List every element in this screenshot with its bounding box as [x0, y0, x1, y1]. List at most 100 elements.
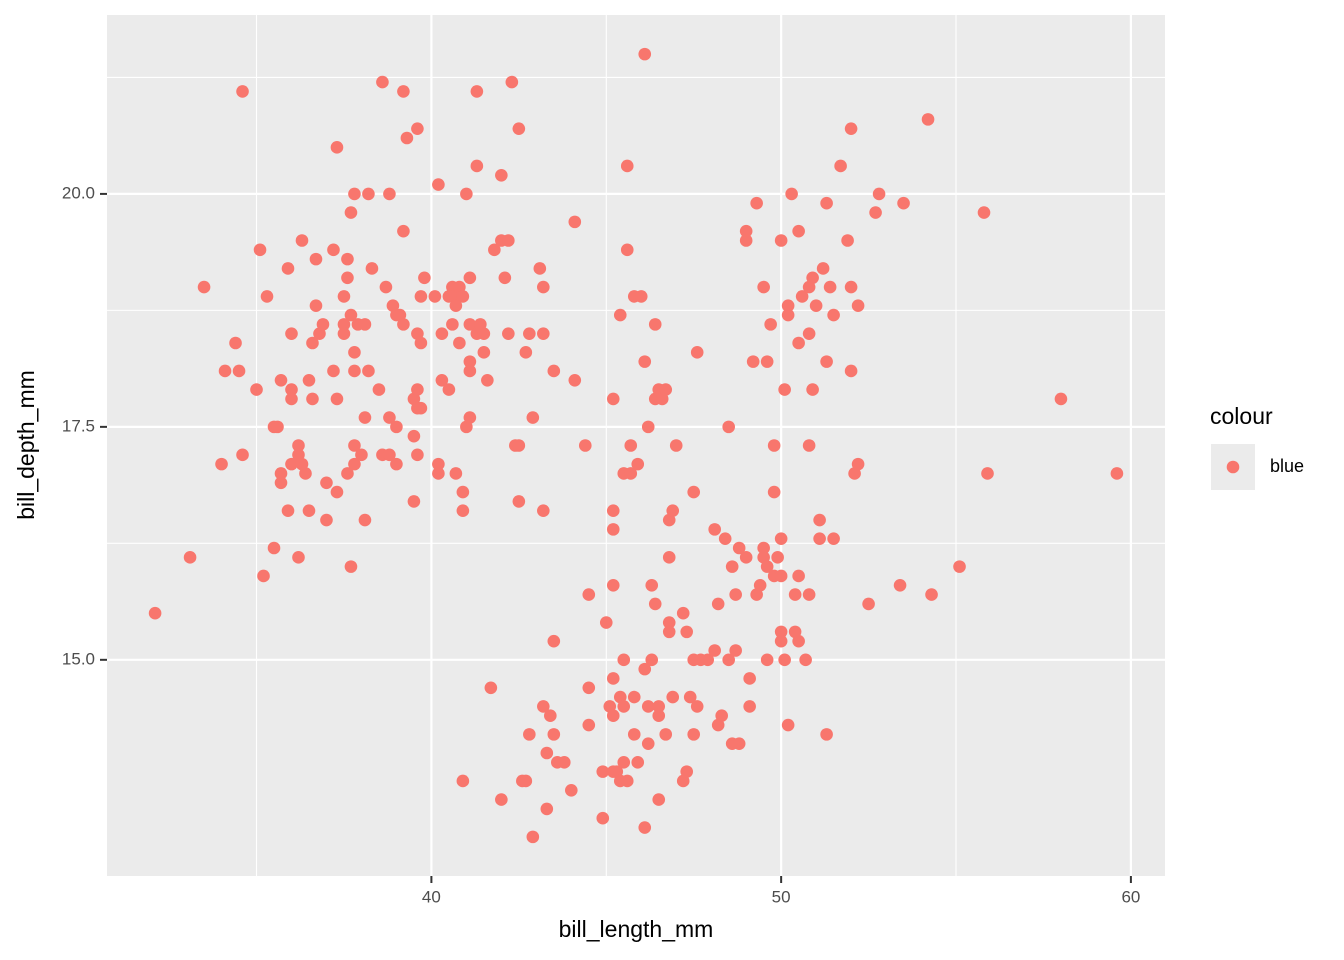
data-point — [397, 85, 410, 98]
data-point — [407, 429, 421, 443]
data-point — [344, 308, 358, 322]
data-point — [690, 346, 704, 359]
data-point — [197, 280, 211, 294]
data-point — [148, 606, 162, 620]
data-point — [463, 355, 477, 368]
data-point — [606, 392, 620, 406]
data-point — [463, 318, 477, 331]
data-point — [432, 467, 445, 480]
data-point — [690, 700, 704, 713]
data-point — [456, 774, 470, 788]
data-point — [851, 457, 865, 471]
data-point — [547, 364, 561, 378]
data-point — [540, 746, 554, 760]
data-point — [631, 756, 645, 769]
data-point — [309, 299, 323, 313]
legend-label: blue — [1270, 456, 1304, 476]
data-point — [344, 560, 358, 573]
data-point — [729, 588, 742, 601]
data-point — [218, 364, 232, 378]
data-point — [390, 457, 403, 471]
data-point — [760, 560, 774, 573]
data-point — [330, 141, 344, 154]
data-point — [358, 318, 372, 331]
data-point — [274, 476, 288, 490]
data-point — [739, 224, 753, 238]
data-point — [680, 625, 694, 639]
data-point — [816, 262, 830, 275]
data-point — [564, 783, 578, 797]
data-point — [365, 262, 379, 275]
data-point — [666, 504, 680, 518]
data-point — [708, 523, 721, 536]
data-point — [872, 187, 886, 201]
data-point — [662, 616, 676, 629]
data-point — [743, 700, 756, 713]
data-point — [344, 206, 358, 219]
data-point — [799, 653, 812, 667]
data-point — [641, 420, 655, 434]
data-point — [414, 401, 428, 415]
data-point — [701, 653, 714, 667]
data-point — [809, 299, 823, 313]
data-point — [669, 439, 683, 452]
data-point — [281, 262, 295, 275]
data-point — [460, 187, 473, 201]
data-point — [781, 718, 795, 732]
data-point — [774, 625, 788, 639]
data-point — [488, 243, 501, 257]
data-point — [893, 578, 907, 592]
data-point — [620, 774, 634, 788]
data-point — [348, 457, 361, 471]
data-point — [757, 541, 770, 555]
data-point — [463, 271, 477, 285]
data-point — [484, 681, 498, 695]
data-point — [379, 280, 393, 294]
data-point — [620, 159, 634, 173]
data-point — [302, 504, 316, 518]
data-point — [407, 495, 421, 508]
y-tick-label: 20.0 — [62, 183, 95, 202]
data-point — [390, 420, 403, 434]
data-point — [327, 364, 340, 378]
data-point — [232, 364, 246, 378]
data-point — [953, 560, 966, 573]
data-point — [781, 308, 795, 322]
data-point — [785, 187, 798, 201]
data-point — [183, 551, 197, 564]
data-point — [638, 355, 652, 368]
data-point — [267, 541, 281, 555]
data-point — [683, 690, 697, 704]
data-point — [617, 653, 631, 667]
data-point — [547, 728, 561, 741]
data-point — [725, 560, 739, 573]
data-point — [732, 737, 746, 750]
data-point — [718, 532, 732, 545]
data-point — [582, 588, 596, 601]
data-point — [495, 793, 508, 806]
data-point — [383, 411, 396, 424]
data-point — [1110, 467, 1124, 480]
data-point — [285, 457, 298, 471]
data-point — [820, 355, 833, 368]
data-point — [802, 588, 816, 601]
data-point — [456, 504, 470, 518]
data-point — [547, 634, 561, 648]
data-point — [862, 597, 875, 611]
data-point — [648, 597, 662, 611]
data-point — [806, 271, 819, 285]
data-point — [355, 448, 368, 462]
data-point — [540, 802, 554, 816]
data-point — [771, 551, 784, 564]
data-point — [453, 336, 466, 350]
data-point — [767, 439, 781, 452]
data-point — [215, 457, 228, 471]
x-tick-label: 60 — [1121, 887, 1140, 906]
data-point — [295, 234, 309, 247]
data-point — [502, 234, 515, 247]
data-point — [977, 206, 991, 219]
data-point — [781, 299, 795, 313]
data-point — [414, 290, 428, 303]
data-point — [823, 280, 837, 294]
data-point — [376, 75, 389, 89]
